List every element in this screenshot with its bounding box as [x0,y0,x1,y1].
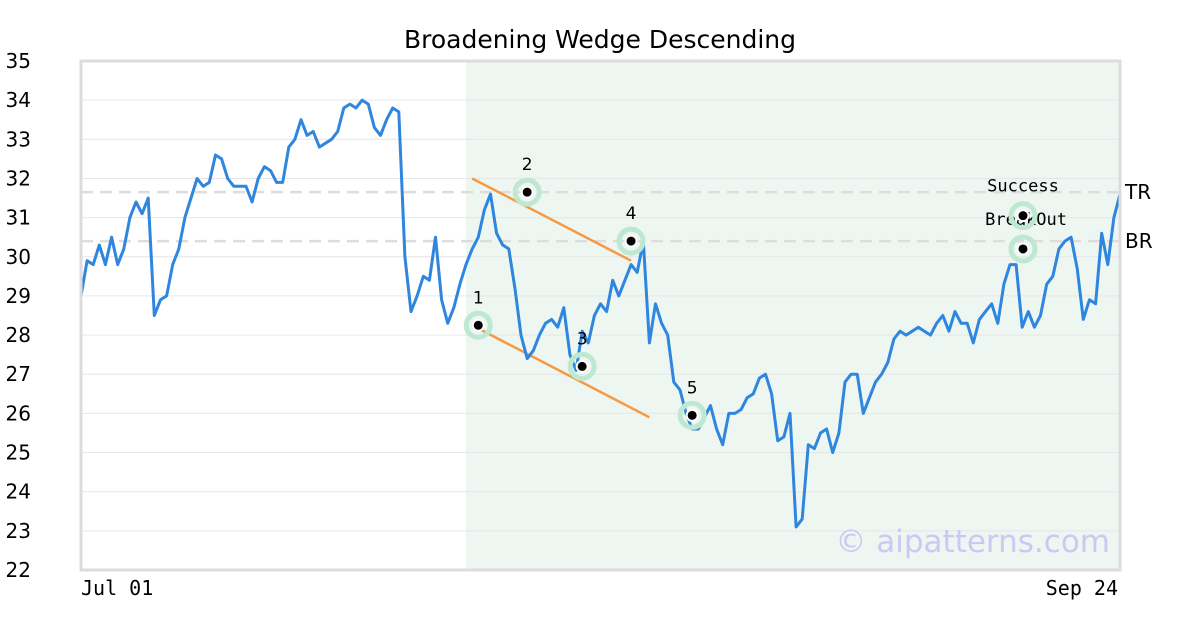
point-marker [1016,209,1030,223]
y-tick-label: 22 [6,558,31,582]
pivot-markers: 12345BreakOutSuccess [463,155,1067,430]
pivot-label: 2 [522,155,533,175]
watermark: © aipatterns.com [835,524,1110,560]
point-marker [685,408,699,422]
y-tick-label: 32 [6,166,31,190]
y-tick-label: 25 [6,441,31,465]
y-tick-label: 33 [6,127,31,151]
chart-title: Broadening Wedge Descending [404,25,796,54]
x-axis: Jul 01 Sep 24 [81,576,1118,600]
point-halo [677,400,707,430]
y-tick-label: 28 [6,323,31,347]
pivot-label: 3 [577,329,588,349]
y-tick-label: 29 [6,284,31,308]
y-tick-label: 26 [6,401,31,425]
point-marker [575,359,589,373]
annotation-label: Success [987,177,1059,197]
pivot-label: 4 [626,204,637,224]
y-tick-label: 30 [6,245,31,269]
trendline [471,177,632,262]
x-tick-label: Sep 24 [1046,576,1118,600]
trendlines [471,177,650,419]
y-tick-label: 24 [6,480,31,504]
y-tick-label: 35 [6,49,31,73]
point-halo [1008,201,1038,231]
pivot-label: 1 [473,288,484,308]
x-tick-label: Jul 01 [81,576,153,600]
y-tick-label: 27 [6,362,31,386]
price-line [79,98,1122,529]
plot-frame [79,59,1122,572]
reference-lines: TR BR [81,180,1153,253]
point-halo [463,310,493,340]
y-tick-label: 31 [6,206,31,230]
y-tick-label: 34 [6,88,31,112]
trendline [471,324,650,419]
point-halo [512,177,542,207]
y-tick-label: 23 [6,519,31,543]
reference-line-label: BR [1125,229,1153,253]
point-marker [520,185,534,199]
y-axis: 22 23 24 25 26 27 28 29 30 31 32 33 34 35 [6,49,31,582]
point-halo [1008,234,1038,264]
point-halo [616,226,646,256]
point-marker [1016,242,1030,256]
point-marker [471,318,485,332]
pivot-label: 5 [687,378,698,398]
point-marker [624,234,638,248]
point-halo [567,351,597,381]
reference-line-label: TR [1124,180,1151,204]
